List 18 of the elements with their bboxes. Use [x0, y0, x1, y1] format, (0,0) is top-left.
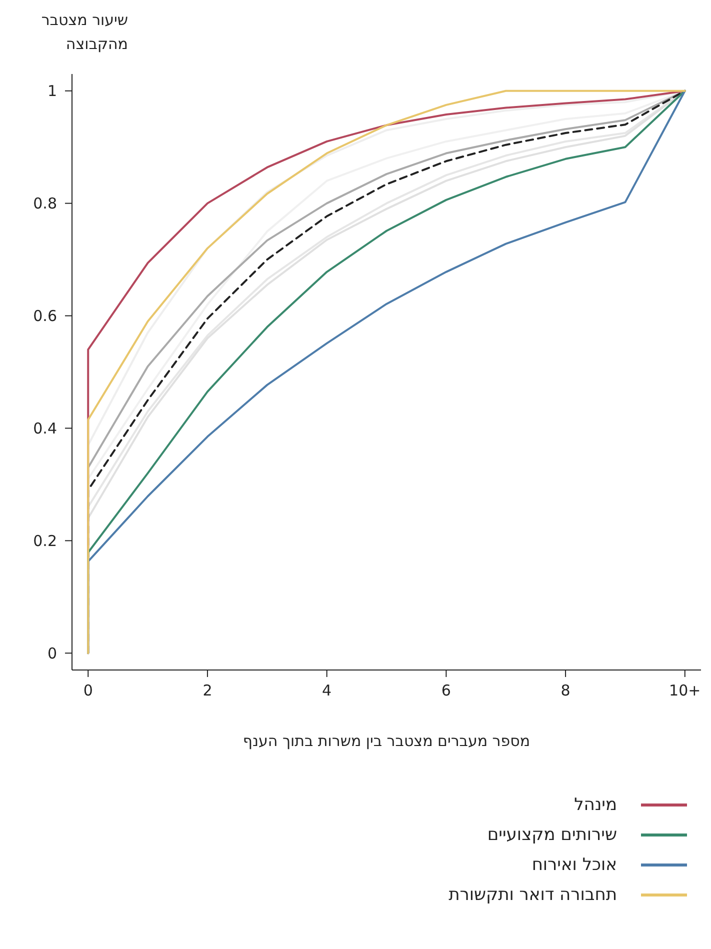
y-tick-label: 0.8: [33, 194, 57, 213]
y-tick-label: 0.6: [33, 307, 57, 326]
legend-label: תחבורה דואר ותקשורת: [448, 885, 617, 905]
legend-label: אוכל ואירוח: [532, 855, 617, 875]
y-axis-title: שיעור מצטבר מהקבוצה: [40, 10, 128, 55]
y-tick-label: 1: [47, 82, 57, 100]
y-tick-label: 0.4: [33, 420, 57, 438]
x-tick-label: 0: [83, 682, 93, 700]
legend-label: מינהל: [574, 795, 617, 815]
x-tick-label: 2: [202, 682, 212, 700]
y-tick-label: 0.2: [33, 532, 57, 550]
x-tick-label: 8: [560, 682, 570, 700]
legend-label: שירותים מקצועיים: [487, 825, 617, 845]
x-tick-label: 6: [441, 682, 451, 700]
x-axis-title: מספר מעברים מצטבר בין משרות בתוך הענף: [242, 732, 530, 750]
y-tick-label: 0: [47, 644, 57, 662]
x-tick-label: 4: [322, 682, 332, 700]
x-tick-label: 10+: [669, 682, 701, 700]
